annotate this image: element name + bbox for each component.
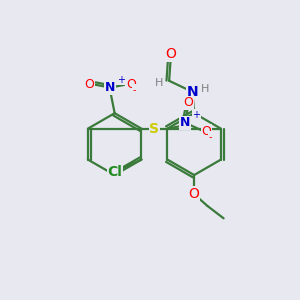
Text: O: O bbox=[202, 124, 212, 137]
Text: N: N bbox=[187, 85, 199, 99]
Text: O: O bbox=[183, 96, 193, 109]
Text: O: O bbox=[189, 187, 200, 201]
Text: S: S bbox=[149, 122, 159, 136]
Text: O: O bbox=[126, 78, 136, 91]
Text: +: + bbox=[117, 75, 125, 85]
Text: -: - bbox=[133, 85, 136, 94]
Text: H: H bbox=[154, 78, 163, 88]
Text: N: N bbox=[180, 116, 190, 129]
Text: O: O bbox=[85, 78, 94, 91]
Text: +: + bbox=[192, 110, 200, 119]
Text: Cl: Cl bbox=[107, 165, 122, 179]
Text: N: N bbox=[105, 81, 116, 94]
Text: O: O bbox=[165, 47, 176, 61]
Text: H: H bbox=[201, 84, 209, 94]
Text: -: - bbox=[208, 132, 212, 142]
